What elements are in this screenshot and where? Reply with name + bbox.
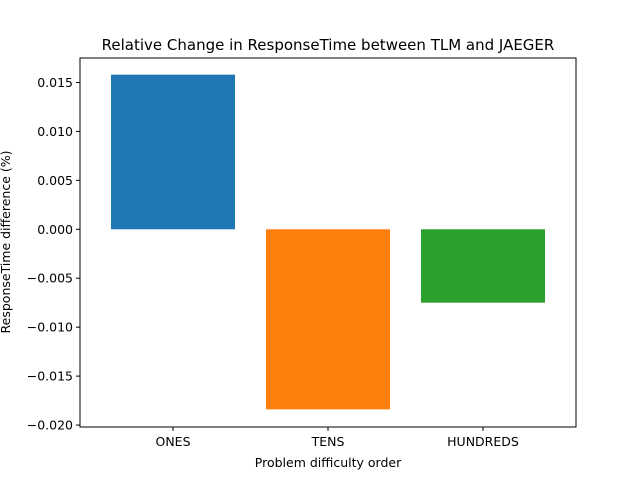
y-tick-label: 0.005 [37, 173, 73, 188]
y-tick-label: 0.015 [37, 75, 73, 90]
y-axis-title: ResponseTime difference (%) [0, 151, 13, 334]
plot-frame [79, 57, 577, 428]
x-tick-label: TENS [311, 434, 345, 449]
y-tick-label: −0.005 [27, 271, 73, 286]
x-axis-title: Problem difficulty order [255, 455, 402, 470]
y-tick-label: −0.010 [27, 320, 73, 335]
y-axis: −0.020 −0.015 −0.010 −0.005 0.000 0.005 0.010 0… [27, 75, 80, 433]
bars-group [111, 74, 545, 410]
y-tick-label: 0.010 [37, 124, 73, 139]
bar-ones [111, 74, 235, 230]
chart-title: Relative Change in ResponseTime between … [102, 36, 555, 54]
x-tick-label: HUNDREDS [447, 434, 519, 449]
y-tick-label: −0.020 [27, 418, 73, 433]
bar-hundreds [421, 229, 545, 303]
y-tick-label: −0.015 [27, 369, 73, 384]
x-tick-label: ONES [155, 434, 190, 449]
y-tick-label: 0.000 [37, 222, 73, 237]
x-axis: ONES TENS HUNDREDS [155, 427, 519, 449]
bar-tens [266, 229, 390, 410]
